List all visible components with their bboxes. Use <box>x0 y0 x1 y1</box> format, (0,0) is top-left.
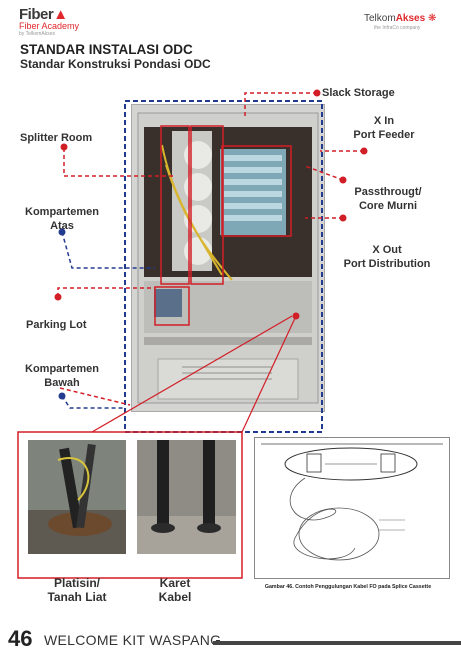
label-platisin-1: Platisin/ <box>53 576 100 590</box>
label-parking-lot: Parking Lot <box>26 319 87 331</box>
telkomakses-logo: TelkomAkses ❋ <box>364 13 437 24</box>
page-number: 46 <box>8 626 33 651</box>
label-port-distribution: Port Distribution <box>343 258 431 270</box>
fiber-academy-logo-sub: Fiber Academy <box>19 21 80 31</box>
platisin-illustration <box>28 440 126 554</box>
label-x-in: X In <box>373 115 395 127</box>
label-x-out: X Out <box>372 244 402 256</box>
splice-cassette-drawing <box>261 443 443 561</box>
parking-lot-box <box>154 286 190 326</box>
splice-cassette-diagram <box>254 437 450 579</box>
diagram-caption: Gambar 46. Contoh Penggulungan Kabel FO … <box>264 584 432 590</box>
label-karet-2: Kabel <box>158 590 192 604</box>
label-splitter-room: Splitter Room <box>20 132 93 144</box>
karet-kabel-illustration <box>137 440 236 554</box>
label-port-feeder: Port Feeder <box>353 129 415 141</box>
label-karet-1: Karet <box>159 576 191 590</box>
splitter-room-box <box>160 125 190 285</box>
karet-kabel-photo <box>137 440 236 554</box>
page-subtitle: Standar Konstruksi Pondasi ODC <box>20 57 211 71</box>
label-passthrough: Passthrougt/ <box>354 186 422 198</box>
label-slack-storage: Slack Storage <box>322 87 395 99</box>
label-core-murni: Core Murni <box>358 200 418 212</box>
odc-cabinet-illustration <box>132 105 324 411</box>
label-platisin-2: Tanah Liat <box>47 590 107 604</box>
label-kompartemen-atas-2: Atas <box>50 220 74 232</box>
odc-cabinet-photo <box>131 104 325 412</box>
label-kompartemen-bawah-1: Kompartemen <box>25 363 99 375</box>
platisin-photo <box>28 440 126 554</box>
fiber-academy-logo-tag: by TelkomAkses <box>19 31 56 37</box>
port-box <box>221 145 292 237</box>
label-kompartemen-atas-1: Kompartemen <box>25 206 99 218</box>
label-kompartemen-bawah-2: Bawah <box>44 377 80 389</box>
fiber-academy-logo: Fiber▲ <box>19 6 68 23</box>
footer-title: WELCOME KIT WASPANG <box>44 632 222 648</box>
page-title: STANDAR INSTALASI ODC <box>20 42 193 57</box>
slack-storage-box <box>190 125 224 285</box>
footer-rule <box>213 641 461 645</box>
telkomakses-logo-sub: the InfraCo company <box>374 25 421 31</box>
